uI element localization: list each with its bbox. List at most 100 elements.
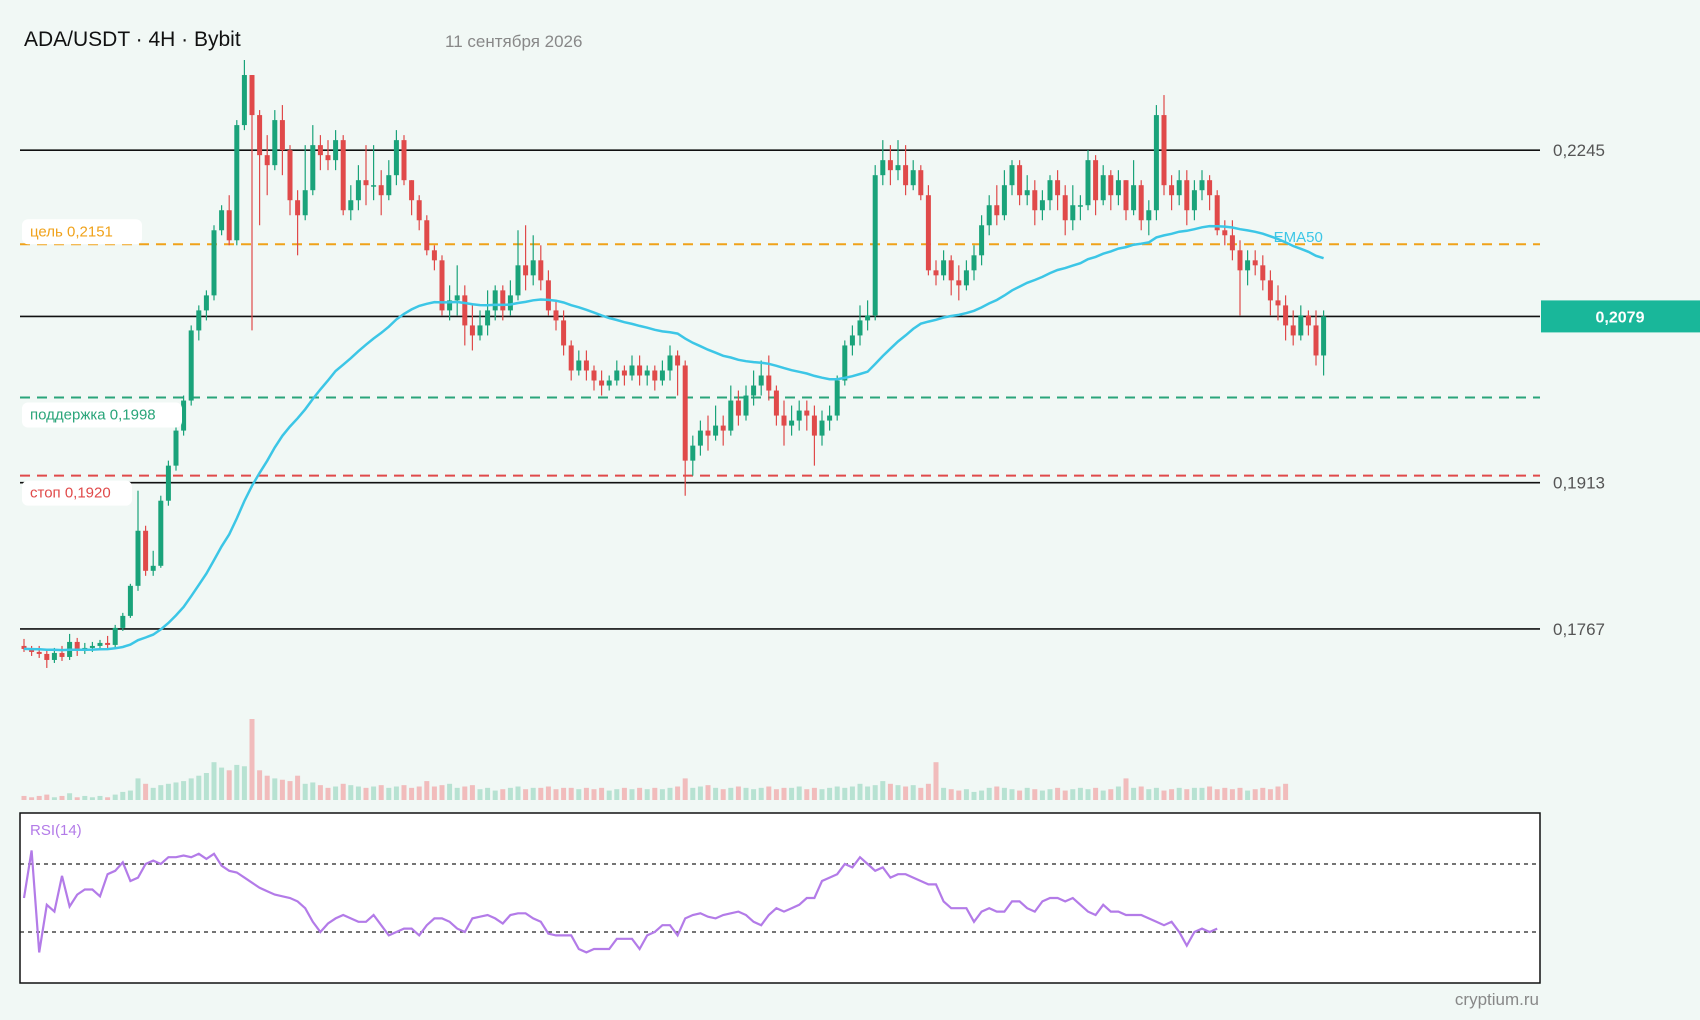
- candle-body: [1199, 180, 1205, 191]
- volume-bar: [773, 789, 779, 800]
- volume-bar: [1108, 789, 1114, 800]
- volume-bar: [462, 786, 468, 800]
- volume-bar: [165, 783, 171, 800]
- volume-bar: [1275, 786, 1281, 800]
- candle-body: [51, 652, 57, 660]
- volume-bar: [507, 787, 513, 800]
- volume-bar: [880, 781, 886, 800]
- volume-bar: [659, 789, 665, 800]
- volume-bar: [203, 773, 209, 800]
- candle-body: [834, 380, 840, 416]
- volume-bar: [393, 786, 399, 800]
- chart-title: ADA/USDT · 4H · Bybit: [24, 28, 241, 51]
- volume-bar: [819, 789, 825, 800]
- candle-body: [492, 290, 498, 311]
- candle-body: [29, 649, 35, 652]
- volume-bar: [910, 785, 916, 800]
- volume-bar: [925, 783, 931, 800]
- candle-body: [667, 355, 673, 371]
- candle-body: [1123, 180, 1129, 211]
- candle-body: [378, 185, 384, 196]
- volume-bar: [1207, 786, 1213, 800]
- candle-body: [606, 380, 612, 386]
- rsi-label: RSI(14): [30, 822, 82, 839]
- candle-body: [112, 627, 118, 645]
- candle-body: [355, 180, 361, 201]
- volume-bar: [1191, 787, 1197, 800]
- candle-body: [948, 260, 954, 281]
- candle-body: [614, 370, 620, 381]
- candle-body: [1001, 185, 1007, 216]
- candle-body: [409, 180, 415, 201]
- volume-bar: [409, 787, 415, 800]
- volume-bar: [652, 787, 658, 800]
- candle-body: [789, 420, 795, 426]
- candle-body: [74, 641, 80, 651]
- candle-body: [181, 400, 187, 431]
- volume-bar: [279, 779, 285, 800]
- candle-body: [310, 145, 316, 191]
- volume-bar: [1153, 787, 1159, 800]
- candle-body: [36, 651, 42, 654]
- candle-body: [249, 75, 255, 116]
- volume-bar: [82, 795, 88, 800]
- volume-bar: [895, 785, 901, 800]
- volume-bar: [834, 786, 840, 800]
- candle-body: [21, 645, 27, 649]
- candle-body: [713, 425, 719, 436]
- candle-body: [287, 150, 293, 201]
- volume-bar: [728, 787, 734, 800]
- candle-body: [743, 395, 749, 416]
- candle-body: [599, 380, 605, 386]
- candle-body: [1313, 325, 1319, 356]
- volume-bar: [302, 783, 308, 800]
- candle-body: [804, 410, 810, 416]
- candle-body: [545, 280, 551, 311]
- volume-bar: [629, 789, 635, 800]
- volume-bar: [211, 762, 217, 800]
- volume-bar: [454, 787, 460, 800]
- volume-bar: [614, 789, 620, 800]
- candle-body: [1161, 115, 1167, 186]
- candle-body: [697, 430, 703, 446]
- volume-bar: [89, 797, 95, 800]
- volume-bar: [713, 787, 719, 800]
- volume-bar: [1199, 787, 1205, 800]
- candle-body: [348, 200, 354, 211]
- candle-body: [1229, 235, 1235, 251]
- candle-body: [811, 415, 817, 436]
- candle-body: [591, 370, 597, 381]
- candle-body: [1131, 185, 1137, 211]
- current-price-tag: [1541, 300, 1700, 333]
- volume-bar: [979, 790, 985, 800]
- candle-body: [1214, 195, 1220, 231]
- candle-body: [637, 365, 643, 376]
- candle-body: [89, 645, 95, 648]
- candle-body: [1252, 260, 1258, 266]
- volume-bar: [1017, 790, 1023, 800]
- candle-body: [1146, 210, 1152, 221]
- volume-bar: [941, 787, 947, 800]
- volume-bar: [363, 787, 369, 800]
- volume-bar: [538, 787, 544, 800]
- candle-body: [325, 155, 331, 161]
- candle-body: [918, 170, 924, 196]
- volume-bar: [705, 785, 711, 800]
- candle-body: [887, 160, 893, 171]
- candle-body: [44, 653, 50, 660]
- volume-bar: [1267, 789, 1273, 800]
- candle-body: [1153, 115, 1159, 211]
- volume-bar: [447, 783, 453, 800]
- volume-bar: [1237, 787, 1243, 800]
- candle-body: [530, 260, 536, 276]
- volume-bar: [1115, 786, 1121, 800]
- volume-bar: [530, 787, 536, 800]
- candle-body: [416, 200, 422, 221]
- volume-bar: [348, 785, 354, 800]
- volume-bar: [789, 787, 795, 800]
- support-label-bg: [22, 402, 182, 428]
- candle-body: [621, 370, 627, 376]
- candle-body: [675, 355, 681, 366]
- volume-bar: [956, 790, 962, 800]
- ema50-line: [23, 224, 1324, 652]
